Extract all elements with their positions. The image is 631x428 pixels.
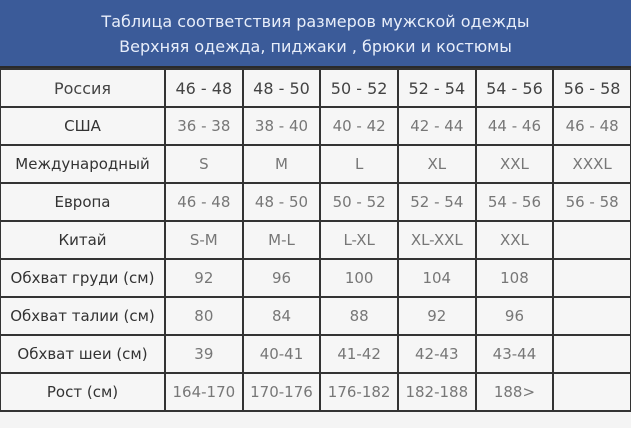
row-label: Рост (см) [0,372,166,412]
table-row: Рост (см) 164-170 170-176 176-182 182-188 188… [0,372,631,412]
table-cell: 80 [164,296,244,336]
table-cell [552,296,631,336]
table-cell [552,258,631,298]
table-cell: 46 - 48 [164,182,244,222]
table-cell: 48 - 50 [241,68,322,108]
table-row: Европа 46 - 48 48 - 50 50 - 52 52 - 54 54 - 5… [0,182,631,222]
table-cell: XXL [474,220,555,260]
table-cell: XXL [474,144,555,184]
table-cell: 182-188 [396,372,477,412]
table-cell [552,220,631,260]
row-label: Обхват талии (см) [0,296,166,336]
table-cell: 104 [396,258,477,298]
table-cell: 96 [474,296,555,336]
table-cell: 38 - 40 [241,106,322,146]
table-cell: 52 - 54 [396,68,477,108]
table-cell: 41-42 [319,334,399,374]
table-cell [552,334,631,374]
row-label: Европа [0,182,166,222]
table-header: Таблица соответствия размеров мужской од… [0,0,631,68]
size-table: Россия 46 - 48 48 - 50 50 - 52 52 - 54 54 - 5… [0,68,631,412]
table-cell: 88 [319,296,399,336]
table-cell: 56 - 58 [552,68,631,108]
row-label: США [0,106,166,146]
table-cell: 48 - 50 [241,182,322,222]
table-row: Обхват талии (см) 80 84 88 92 96 [0,296,631,336]
table-cell: S [164,144,244,184]
table-row: Китай S-M M-L L-XL XL-XXL XXL [0,220,631,260]
table-cell: 36 - 38 [164,106,244,146]
table-row: Россия 46 - 48 48 - 50 50 - 52 52 - 54 54 - 5… [0,68,631,108]
row-label: Международный [0,144,166,184]
row-label: Китай [0,220,166,260]
table-cell: M [241,144,322,184]
table-cell: 44 - 46 [474,106,555,146]
table-cell: 39 [164,334,244,374]
table-row: Обхват шеи (см) 39 40-41 41-42 42-43 43-44 [0,334,631,374]
row-label: Обхват шеи (см) [0,334,166,374]
table-cell: 188> [474,372,555,412]
table-cell: L-XL [319,220,399,260]
table-title: Таблица соответствия размеров мужской од… [101,12,530,31]
table-cell: 92 [396,296,477,336]
table-cell: 108 [474,258,555,298]
table-row: Международный S M L XL XXL XXXL [0,144,631,184]
table-cell: M-L [241,220,322,260]
table-cell: 50 - 52 [319,68,399,108]
table-cell: 46 - 48 [552,106,631,146]
table-cell: S-M [164,220,244,260]
table-cell: 56 - 58 [552,182,631,222]
table-cell: 54 - 56 [474,182,555,222]
table-cell: 42 - 44 [396,106,477,146]
row-label: Россия [0,68,166,108]
table-cell: 100 [319,258,399,298]
row-label: Обхват груди (см) [0,258,166,298]
table-cell: 42-43 [396,334,477,374]
table-cell: 170-176 [241,372,322,412]
table-cell: 43-44 [474,334,555,374]
table-row: Обхват груди (см) 92 96 100 104 108 [0,258,631,298]
table-cell: 164-170 [164,372,244,412]
table-cell: XL [396,144,477,184]
table-row: США 36 - 38 38 - 40 40 - 42 42 - 44 44 - 46 46… [0,106,631,146]
table-cell: 92 [164,258,244,298]
table-cell: 52 - 54 [396,182,477,222]
table-cell: 50 - 52 [319,182,399,222]
table-cell: 40-41 [241,334,322,374]
table-cell: 84 [241,296,322,336]
table-cell: 96 [241,258,322,298]
table-cell: 54 - 56 [474,68,555,108]
table-cell: 176-182 [319,372,399,412]
table-cell: 46 - 48 [164,68,244,108]
table-cell: XL-XXL [396,220,477,260]
table-subtitle: Верхняя одежда, пиджаки , брюки и костюм… [119,37,512,56]
table-cell: XXXL [552,144,631,184]
table-cell: L [319,144,399,184]
table-cell: 40 - 42 [319,106,399,146]
table-cell [552,372,631,412]
